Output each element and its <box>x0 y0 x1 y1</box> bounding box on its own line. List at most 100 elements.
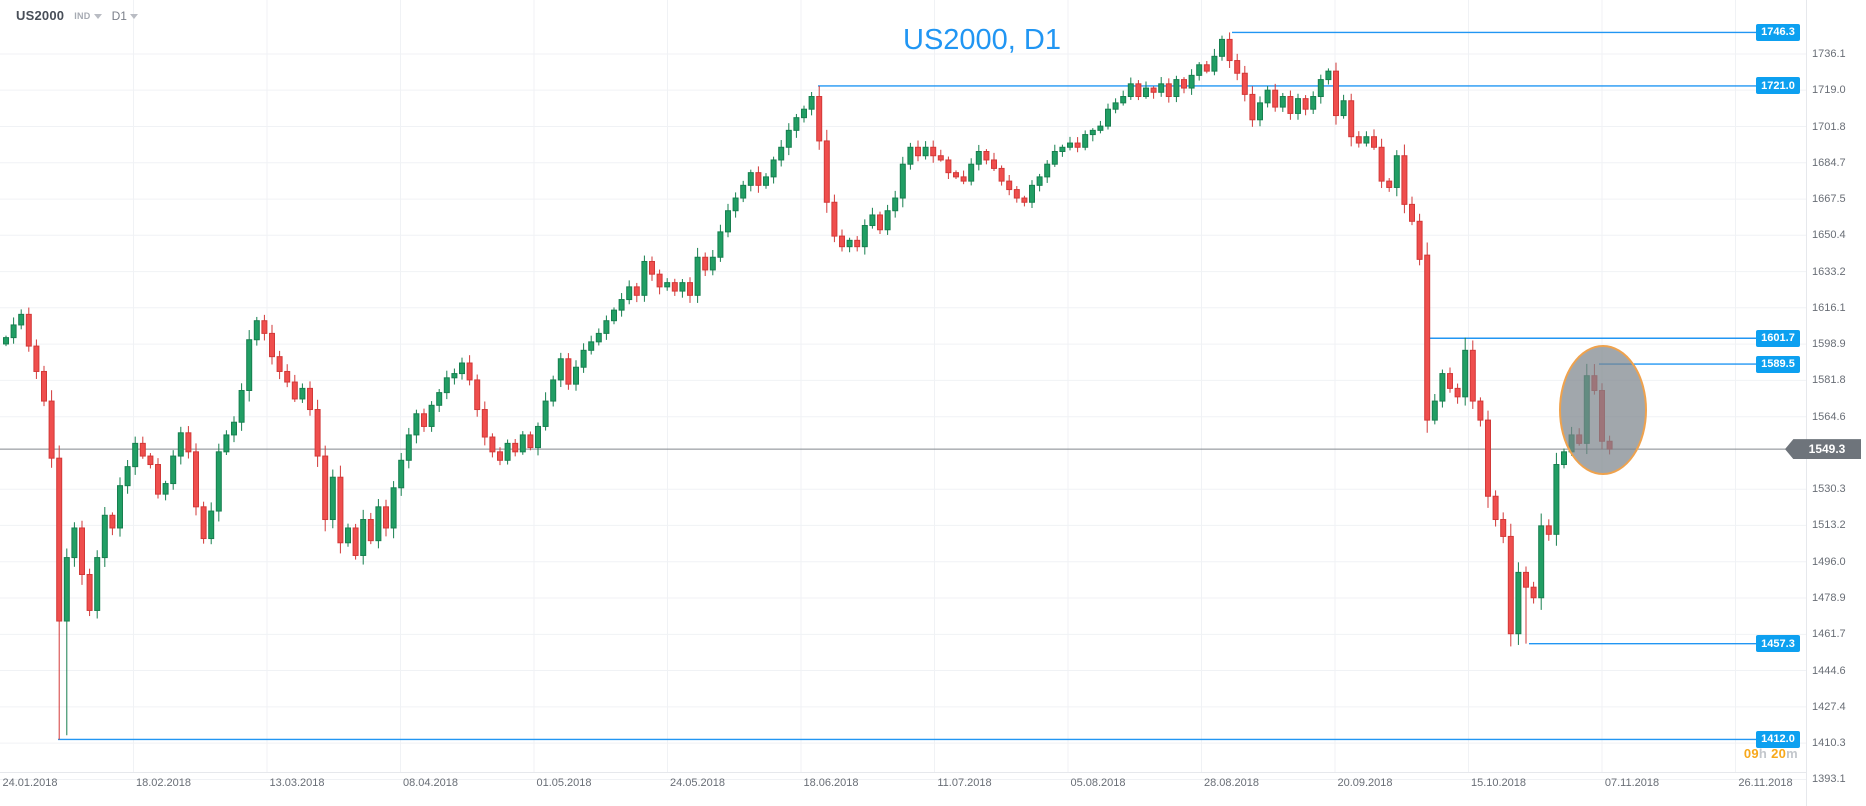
price-axis-label: 1444.6 <box>1812 664 1846 677</box>
candlestick <box>307 387 313 411</box>
instrument-header: US2000 IND D1 <box>16 8 138 23</box>
candlestick <box>1105 108 1111 127</box>
candlestick <box>641 260 648 296</box>
candlestick <box>299 387 306 400</box>
candlestick <box>922 146 929 157</box>
candlestick <box>1021 197 1028 203</box>
price-axis-label: 1701.8 <box>1812 120 1846 133</box>
price-axis-label: 1719.0 <box>1812 84 1846 97</box>
candlestick <box>1173 79 1180 98</box>
candlestick <box>413 413 420 436</box>
candlestick <box>717 231 724 258</box>
candlestick <box>1234 60 1241 74</box>
candlestick <box>1469 349 1476 402</box>
price-axis-label: 1633.2 <box>1812 265 1846 278</box>
candlestick <box>1196 64 1203 76</box>
candlestick <box>664 282 671 288</box>
price-level-tag[interactable]: 1412.0 <box>1756 730 1800 748</box>
candlestick <box>930 146 937 157</box>
candlestick <box>436 392 443 406</box>
candlestick <box>1333 70 1339 117</box>
candlestick <box>1287 96 1294 114</box>
price-level-tag[interactable]: 1721.0 <box>1756 77 1800 95</box>
candlestick <box>1386 180 1393 188</box>
candlestick <box>231 421 237 436</box>
candlestick <box>595 332 602 343</box>
candlestick <box>588 341 595 351</box>
candlestick <box>1089 129 1096 136</box>
candlestick <box>1135 83 1142 98</box>
candlestick <box>816 96 823 142</box>
price-axis-label: 1478.9 <box>1812 591 1846 604</box>
candlestick <box>1074 142 1081 148</box>
timer-hours: 09 <box>1743 746 1759 761</box>
price-axis-label: 1410.3 <box>1812 737 1846 750</box>
candlestick <box>1165 83 1172 98</box>
candlestick <box>1545 525 1552 535</box>
candlestick <box>1112 102 1119 110</box>
instrument-type-dropdown[interactable]: IND <box>74 10 102 21</box>
price-level-tag[interactable]: 1601.7 <box>1756 329 1800 347</box>
candlestick <box>747 172 754 186</box>
chevron-down-icon <box>129 13 138 19</box>
candlestick <box>937 155 944 161</box>
candlestick <box>504 442 511 461</box>
date-axis-label: 20.09.2018 <box>1337 777 1393 789</box>
candlestick <box>1409 203 1415 222</box>
price-axis-label: 1427.4 <box>1812 700 1846 713</box>
candlestick <box>3 337 9 345</box>
candlestick <box>1006 180 1013 191</box>
candlestick <box>109 514 116 529</box>
price-axis-label: 1530.3 <box>1812 483 1846 496</box>
candlestick <box>41 370 47 402</box>
candlestick <box>884 210 891 231</box>
candlestick <box>177 432 184 457</box>
candlestick <box>565 358 572 385</box>
candlestick <box>147 455 154 466</box>
candlestick <box>481 409 488 438</box>
candlestick <box>253 320 260 341</box>
timeframe-dropdown[interactable]: D1 <box>112 9 138 23</box>
candlestick <box>755 172 762 186</box>
candlestick <box>580 349 587 368</box>
candlestick <box>1538 525 1545 599</box>
candlestick <box>740 184 747 199</box>
candlestick <box>1523 571 1529 588</box>
date-axis-label: 07.11.2018 <box>1604 777 1660 789</box>
candlestick <box>633 286 640 296</box>
candlestick <box>276 356 283 372</box>
candlestick <box>421 413 427 427</box>
candlestick <box>793 117 800 131</box>
price-level-tag[interactable]: 1457.3 <box>1756 635 1800 653</box>
candlestick <box>877 214 883 231</box>
candlestick <box>10 324 17 339</box>
candlestick <box>1401 155 1408 205</box>
candlestick <box>1462 349 1469 398</box>
date-axis-label: 13.03.2018 <box>269 777 325 789</box>
instrument-type-label: IND <box>74 10 91 21</box>
highlight-ellipse[interactable] <box>1559 345 1647 475</box>
candlestick <box>1264 89 1271 104</box>
price-level-tag[interactable]: 1746.3 <box>1756 23 1800 41</box>
candlestick <box>459 362 465 375</box>
candlestick <box>1127 83 1134 98</box>
candlestick <box>398 459 405 489</box>
candlestick <box>535 425 541 449</box>
current-price-tag[interactable]: 1549.3 <box>1785 439 1861 460</box>
candlestick <box>1317 79 1324 98</box>
candlestick <box>63 557 70 622</box>
candlestick <box>1553 464 1560 535</box>
candlestick <box>1044 163 1051 178</box>
candlestick <box>1082 134 1089 148</box>
chart-title-watermark: US2000, D1 <box>903 24 1061 56</box>
candlestick <box>953 172 959 178</box>
price-level-tag[interactable]: 1589.5 <box>1756 355 1800 373</box>
price-axis-label: 1684.7 <box>1812 156 1846 169</box>
candlestick <box>1219 38 1225 57</box>
candlestick <box>679 282 686 292</box>
candlestick <box>1203 64 1210 72</box>
candlestick <box>649 260 655 275</box>
candlestick <box>915 146 921 157</box>
candlestick <box>907 146 914 165</box>
